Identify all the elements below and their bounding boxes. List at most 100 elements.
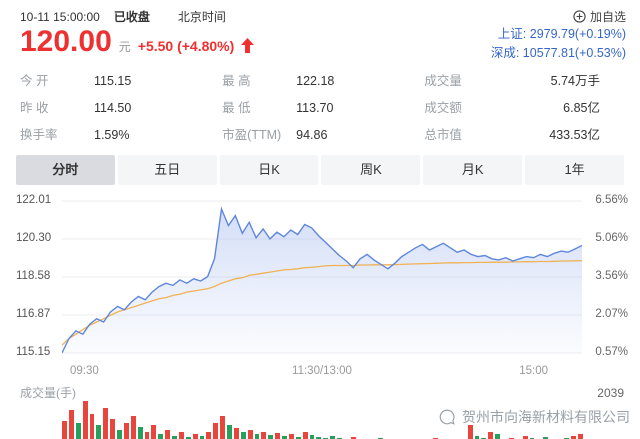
y-percent-label: 0.57% bbox=[595, 346, 628, 358]
volume-bar bbox=[158, 434, 164, 439]
stat-value: 115.15 bbox=[94, 74, 132, 88]
volume-header: 成交量(手) 2039 bbox=[0, 381, 640, 401]
volume-bar bbox=[316, 437, 322, 439]
volume-bar bbox=[220, 416, 225, 439]
stat-label: 市盈(TTM) bbox=[222, 128, 282, 142]
up-arrow-icon bbox=[241, 38, 255, 58]
volume-bar bbox=[68, 409, 74, 439]
volume-bar bbox=[165, 429, 170, 439]
circle-plus-icon bbox=[573, 9, 586, 23]
x-time-label-close: 15:00 bbox=[519, 365, 548, 377]
tab-5day[interactable]: 五日 bbox=[117, 155, 217, 185]
volume-bar bbox=[123, 423, 129, 439]
volume-bar bbox=[192, 434, 198, 439]
stat-value: 6.85亿 bbox=[563, 101, 600, 115]
stat-high: 最 高 122.18 bbox=[222, 73, 416, 90]
volume-bar bbox=[213, 423, 219, 439]
x-time-label-midday: 11:30/13:00 bbox=[292, 365, 352, 377]
session-info: 10-11 15:00:00 已收盘 北京时间 bbox=[20, 8, 240, 25]
chat-bubble-icon bbox=[439, 409, 455, 425]
volume-bar bbox=[309, 435, 315, 439]
top-bar: 10-11 15:00:00 已收盘 北京时间 加自选 bbox=[0, 0, 640, 24]
volume-bar bbox=[467, 425, 473, 439]
datetime-label: 10-11 15:00:00 bbox=[20, 9, 100, 24]
volume-bar bbox=[227, 425, 232, 439]
y-axis-percent-labels: 6.56% 5.06% 3.56% 2.07% 0.57% bbox=[584, 191, 628, 363]
volume-bar bbox=[275, 432, 280, 439]
market-indices: 上证: 2979.79(+0.19%) 深成: 10577.81(+0.53%) bbox=[491, 24, 626, 63]
stat-volume: 成交量 5.74万手 bbox=[424, 73, 600, 90]
add-watchlist-label: 加自选 bbox=[589, 9, 626, 24]
stat-market-cap: 总市值 433.53亿 bbox=[424, 127, 600, 144]
stat-value: 5.74万手 bbox=[550, 74, 600, 88]
y-price-label: 115.15 bbox=[16, 346, 51, 358]
stat-label: 今 开 bbox=[20, 74, 49, 88]
volume-bar bbox=[302, 431, 308, 439]
volume-bar bbox=[96, 425, 102, 439]
volume-bar bbox=[144, 431, 150, 439]
watermark-text: 贺州市向海新材料有限公司 bbox=[462, 409, 630, 425]
volume-bar bbox=[350, 437, 356, 439]
volume-bar bbox=[89, 414, 95, 439]
tab-monthly-k[interactable]: 月K bbox=[423, 155, 523, 185]
index-shanghai[interactable]: 上证: 2979.79(+0.19%) bbox=[497, 27, 626, 41]
tab-weekly-k[interactable]: 周K bbox=[321, 155, 421, 185]
stat-label: 最 低 bbox=[222, 101, 251, 115]
volume-bar bbox=[330, 436, 335, 439]
volume-bar bbox=[247, 429, 253, 439]
y-percent-label: 5.06% bbox=[595, 232, 628, 244]
stat-prev-close: 昨 收 114.50 bbox=[20, 100, 214, 117]
price-unit: 元 bbox=[118, 40, 131, 54]
stat-value: 433.53亿 bbox=[549, 128, 600, 142]
y-axis-price-labels: 122.01 120.30 118.58 116.87 115.15 bbox=[16, 191, 60, 363]
quote-header: 120.00 元 +5.50 (+4.80%) 上证: 2979.79(+0.1… bbox=[0, 24, 640, 64]
timezone-label: 北京时间 bbox=[177, 9, 226, 24]
volume-bar bbox=[240, 431, 246, 439]
volume-bar bbox=[254, 434, 260, 439]
stat-pe-ttm: 市盈(TTM) 94.86 bbox=[222, 127, 416, 144]
tab-daily-k[interactable]: 日K bbox=[219, 155, 319, 185]
y-price-label: 122.01 bbox=[16, 194, 52, 206]
stat-value: 94.86 bbox=[296, 128, 328, 142]
stat-low: 最 低 113.70 bbox=[222, 100, 416, 117]
stat-label: 最 高 bbox=[222, 74, 251, 88]
y-price-label: 116.87 bbox=[16, 308, 51, 320]
volume-bar bbox=[488, 431, 494, 439]
price-line-chart bbox=[62, 200, 582, 354]
y-percent-label: 2.07% bbox=[595, 308, 628, 320]
stat-open: 今 开 115.15 bbox=[20, 73, 214, 90]
stat-turnover-amount: 成交额 6.85亿 bbox=[424, 100, 600, 117]
stat-label: 昨 收 bbox=[20, 101, 49, 115]
volume-bar bbox=[288, 434, 294, 439]
volume-bar bbox=[206, 431, 212, 439]
stat-label: 总市值 bbox=[424, 128, 462, 142]
price-change: +5.50 (+4.80%) bbox=[137, 38, 235, 54]
stat-value: 114.50 bbox=[94, 101, 132, 115]
volume-bar-chart bbox=[62, 401, 583, 439]
quote-stats-grid: 今 开 115.15 最 高 122.18 成交量 5.74万手 昨 收 114… bbox=[0, 64, 640, 148]
volume-bar bbox=[282, 436, 287, 439]
stat-value: 113.70 bbox=[296, 101, 334, 115]
y-price-label: 118.58 bbox=[16, 270, 51, 282]
volume-bar bbox=[522, 436, 528, 439]
intraday-chart: 122.01 120.30 118.58 116.87 115.15 6.56%… bbox=[0, 191, 640, 363]
volume-bar bbox=[268, 435, 274, 439]
volume-bar bbox=[233, 428, 239, 439]
x-time-label-open: 09:30 bbox=[70, 365, 99, 377]
volume-max-value: 2039 bbox=[597, 385, 624, 400]
volume-bar bbox=[75, 423, 81, 439]
volume-bar bbox=[295, 437, 301, 439]
add-watchlist-button[interactable]: 加自选 bbox=[573, 8, 626, 25]
y-price-label: 120.30 bbox=[16, 232, 52, 244]
index-shenzhen[interactable]: 深成: 10577.81(+0.53%) bbox=[490, 46, 626, 60]
stat-label: 成交额 bbox=[424, 101, 462, 115]
volume-bar bbox=[117, 429, 122, 439]
watermark: 贺州市向海新材料有限公司 bbox=[438, 407, 630, 427]
tab-intraday[interactable]: 分时 bbox=[16, 155, 115, 185]
stat-value: 122.18 bbox=[296, 74, 335, 88]
volume-bar bbox=[570, 436, 576, 439]
volume-bar bbox=[577, 434, 583, 439]
chart-plot[interactable] bbox=[62, 191, 582, 363]
tab-1year[interactable]: 1年 bbox=[525, 155, 624, 185]
volume-bar bbox=[130, 416, 136, 439]
